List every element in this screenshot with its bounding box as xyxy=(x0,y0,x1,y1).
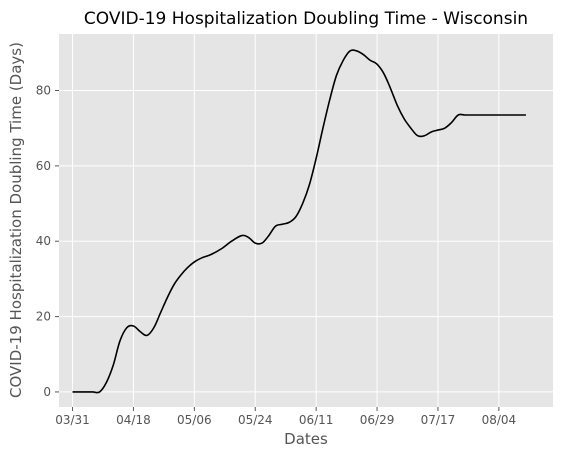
x-tick-label: 04/18 xyxy=(116,413,151,427)
x-tick-label: 07/17 xyxy=(421,413,456,427)
plot-background xyxy=(59,34,553,407)
y-axis-label: COVID-19 Hospitalization Doubling Time (… xyxy=(7,42,25,398)
y-tick-label: 80 xyxy=(36,84,51,98)
chart-title: COVID-19 Hospitalization Doubling Time -… xyxy=(84,9,528,29)
x-axis-ticks: 03/31 04/18 05/06 05/24 06/11 06/29 07/17 08/04 xyxy=(55,407,516,427)
y-tick-label: 20 xyxy=(36,310,51,324)
x-tick-label: 08/04 xyxy=(482,413,517,427)
x-tick-label: 06/29 xyxy=(360,413,395,427)
x-tick-label: 03/31 xyxy=(55,413,90,427)
y-tick-label: 60 xyxy=(36,159,51,173)
x-tick-label: 06/11 xyxy=(299,413,334,427)
y-axis-ticks: 0 20 40 60 80 xyxy=(36,84,59,399)
series-line xyxy=(72,49,526,394)
y-tick-label: 40 xyxy=(36,234,51,248)
grid xyxy=(59,34,553,407)
y-tick-label: 0 xyxy=(43,385,51,399)
x-axis-label: Dates xyxy=(284,430,328,448)
x-tick-label: 05/24 xyxy=(238,413,273,427)
x-tick-label: 05/06 xyxy=(177,413,212,427)
